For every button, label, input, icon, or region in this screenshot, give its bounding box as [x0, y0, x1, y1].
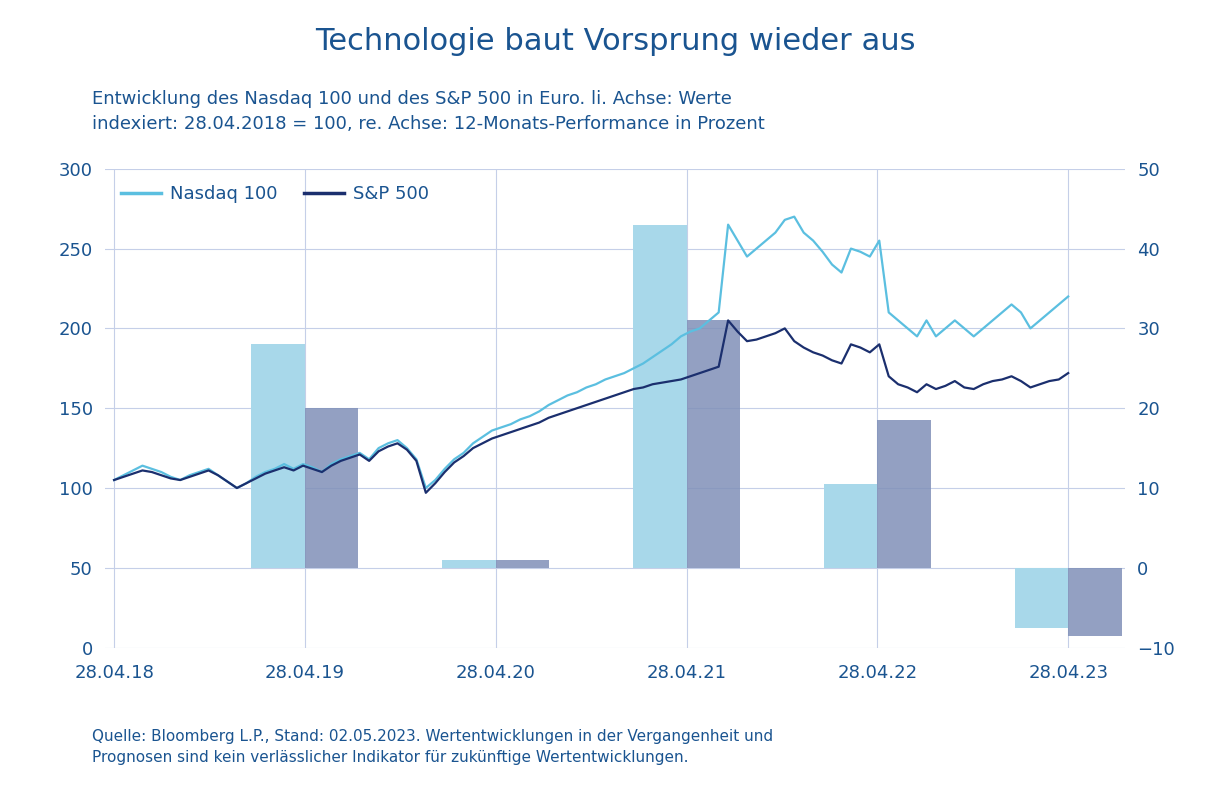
Bar	[686, 320, 740, 568]
Text: Quelle: Bloomberg L.P., Stand: 02.05.2023. Wertentwicklungen in der Vergangenhei: Quelle: Bloomberg L.P., Stand: 02.05.202…	[92, 729, 774, 765]
Bar	[1068, 568, 1122, 636]
Bar	[251, 345, 305, 568]
Bar	[633, 225, 686, 568]
Bar	[824, 484, 877, 568]
Text: Entwicklung des Nasdaq 100 und des S&P 500 in Euro. li. Achse: Werte
indexiert: : Entwicklung des Nasdaq 100 und des S&P 5…	[92, 90, 765, 133]
Bar	[1015, 568, 1068, 628]
Bar	[305, 408, 358, 568]
Legend: Nasdaq 100, S&P 500: Nasdaq 100, S&P 500	[113, 178, 437, 210]
Bar	[877, 420, 931, 568]
Text: Technologie baut Vorsprung wieder aus: Technologie baut Vorsprung wieder aus	[315, 27, 915, 57]
Bar	[496, 560, 549, 568]
Bar	[443, 560, 496, 568]
